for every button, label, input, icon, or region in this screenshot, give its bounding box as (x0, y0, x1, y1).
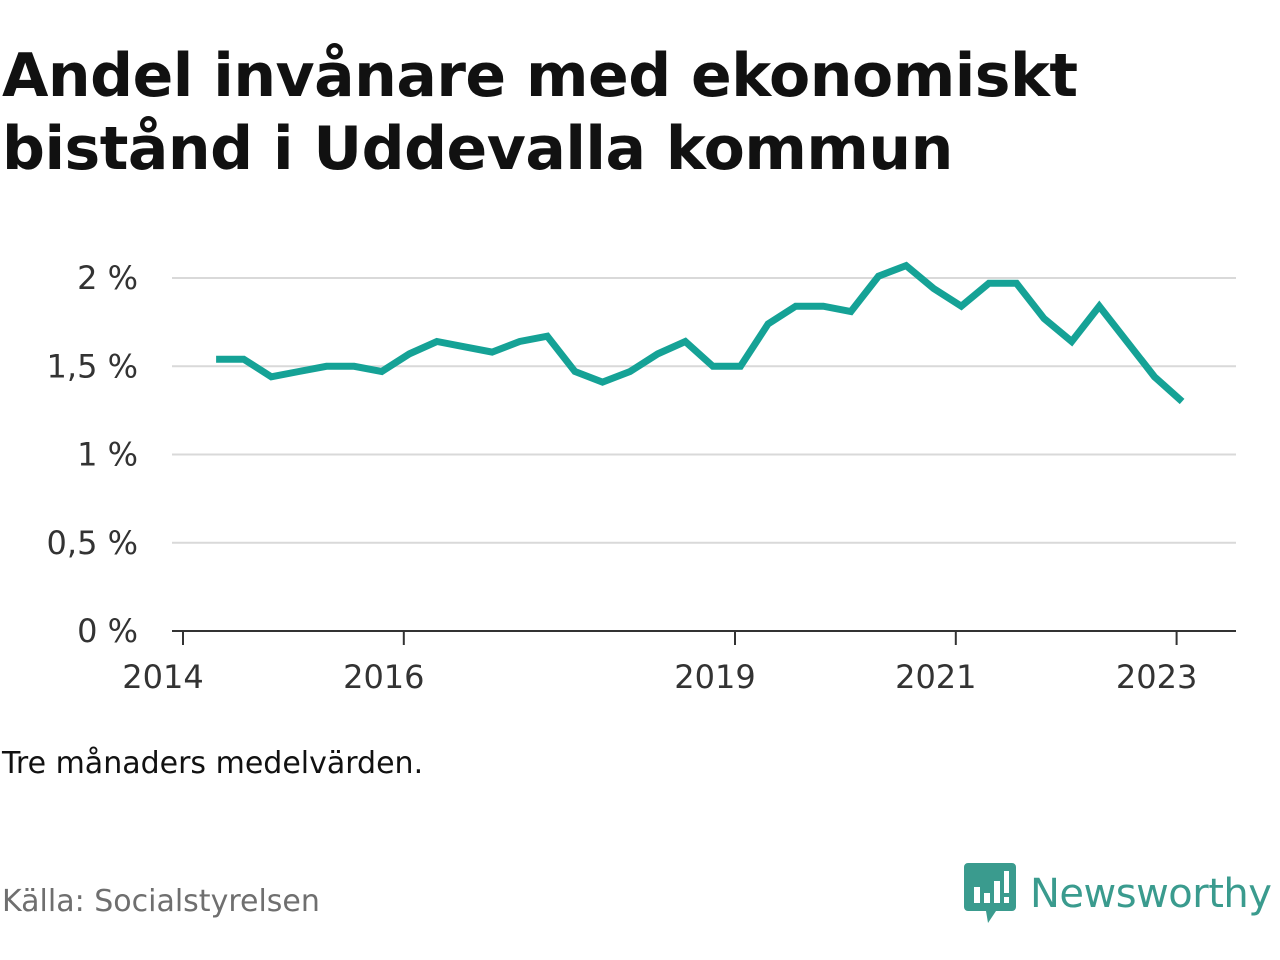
y-tick-label: 0,5 % (47, 524, 138, 562)
newsworthy-logo-icon (964, 863, 1016, 923)
series-line (216, 261, 1185, 405)
x-tick-label: 2014 (122, 658, 203, 696)
brand-logo: Newsworthy (964, 862, 1272, 926)
y-tick-label: 1 % (77, 436, 138, 474)
y-tick-label: 0 % (77, 612, 138, 650)
x-tick-label: 2019 (674, 658, 755, 696)
chart-title-line-2: bistånd i Uddevalla kommun (2, 114, 953, 184)
y-tick-label: 2 % (77, 259, 138, 297)
y-tick-label: 1,5 % (47, 347, 138, 385)
chart-note: Tre månaders medelvärden. (2, 746, 424, 781)
chart-title-line-1: Andel invånare med ekonomiskt (2, 41, 1078, 111)
chart-title: Andel invånare med ekonomiskt bistånd i … (2, 40, 1262, 186)
x-tick-label: 2023 (1116, 658, 1197, 696)
source-credit: Källa: Socialstyrelsen (2, 884, 320, 919)
x-tick-label: 2016 (343, 658, 424, 696)
line-chart: 0 % 0,5 % 1 % 1,5 % 2 % 2014 2016 2019 2021 2023 (47, 259, 1236, 696)
brand-name: Newsworthy (1030, 871, 1272, 917)
x-tick-label: 2021 (895, 658, 976, 696)
